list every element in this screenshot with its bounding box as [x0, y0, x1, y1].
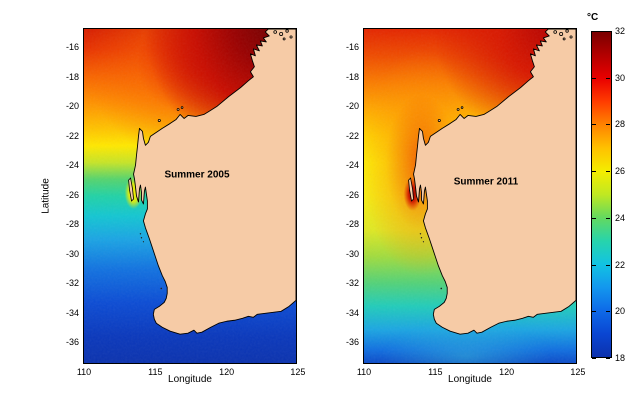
- ytick-label: -32: [345, 278, 359, 288]
- colorbar-tick-mark: [606, 357, 610, 359]
- xtick-label: 110: [76, 367, 92, 377]
- ytick-label: -24: [65, 160, 79, 170]
- ytick-label: -22: [345, 130, 359, 141]
- ocean-noise-texture: [84, 29, 296, 363]
- ytick-label: -36: [65, 337, 79, 347]
- xtick-label: 115: [148, 367, 163, 377]
- ytick-label: -18: [65, 71, 79, 82]
- map-title-2011: Summer 2011: [453, 176, 519, 188]
- offshore-islands: [157, 29, 293, 122]
- shark-bay-heat-anomaly: [403, 177, 422, 211]
- cbtick-label: 18: [615, 352, 626, 363]
- shark-bay-warm-water: [124, 177, 143, 209]
- y-axis-label: Latitude: [40, 178, 52, 214]
- coastline-overlay-2005: [84, 29, 296, 363]
- dirk-hartog-island: [408, 177, 414, 202]
- ytick-label: -18: [345, 71, 359, 82]
- cbtick-label: 28: [615, 119, 626, 130]
- xtick-label: 125: [290, 367, 306, 377]
- ytick-label: -34: [65, 307, 79, 318]
- small-reef-islets: [419, 233, 443, 290]
- ytick-label: -32: [65, 278, 79, 288]
- map-panel-summer-2011: Summer 2011: [363, 28, 577, 364]
- xtick-label: 125: [570, 367, 586, 377]
- ytick-label: -16: [345, 42, 359, 52]
- ytick-label: -30: [345, 248, 359, 259]
- ytick-label: -30: [65, 248, 79, 259]
- ytick-label: -26: [345, 189, 359, 200]
- ytick-label: -24: [345, 160, 359, 170]
- ytick-label: -26: [65, 189, 79, 200]
- colorbar-tick-mark: [592, 357, 596, 359]
- cbtick-label: 22: [615, 259, 626, 270]
- colorbar-unit-label: °C: [587, 12, 599, 23]
- cbtick-label: 20: [615, 306, 626, 317]
- ytick-label: -20: [65, 101, 79, 111]
- ytick-label: -28: [65, 219, 79, 229]
- colorbar: [591, 31, 612, 358]
- xtick-label: 110: [356, 367, 372, 377]
- wa-landmass: [133, 29, 296, 335]
- small-reef-islets: [139, 233, 163, 290]
- ocean-noise-texture: [364, 29, 576, 363]
- xtick-label: 115: [428, 367, 443, 377]
- ytick-label: -28: [345, 219, 359, 229]
- x-axis-label-2005: Longitude: [168, 374, 212, 385]
- dirk-hartog-island: [128, 177, 134, 202]
- ytick-label: -34: [345, 307, 359, 318]
- ytick-label: -22: [65, 130, 79, 141]
- cbtick-label: 30: [615, 72, 626, 83]
- cbtick-label: 26: [615, 166, 626, 177]
- xtick-label: 120: [219, 367, 235, 377]
- ytick-label: -36: [345, 337, 359, 347]
- offshore-islands: [437, 29, 573, 122]
- cbtick-label: 24: [615, 212, 626, 223]
- cbtick-label: 32: [615, 26, 626, 36]
- coastline-overlay-2011: [364, 29, 576, 363]
- x-axis-label-2011: Longitude: [448, 374, 492, 385]
- map-panel-summer-2005: Summer 2005: [83, 28, 297, 364]
- map-title-2005: Summer 2005: [164, 169, 230, 181]
- xtick-label: 120: [499, 367, 515, 377]
- ytick-label: -16: [65, 42, 79, 52]
- ytick-label: -20: [345, 101, 359, 111]
